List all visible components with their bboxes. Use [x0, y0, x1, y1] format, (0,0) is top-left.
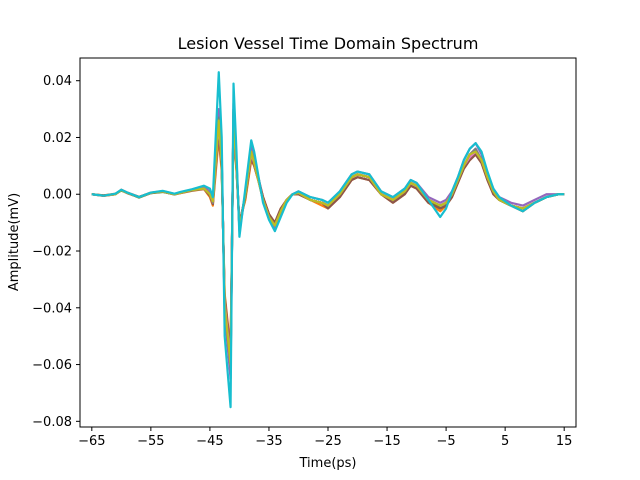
- x-tick-label: −35: [255, 434, 282, 449]
- y-tick-label: 0.04: [43, 74, 72, 89]
- y-tick-label: −0.04: [32, 301, 72, 316]
- x-axis-label: Time(ps): [299, 456, 357, 471]
- x-tick-label: −55: [137, 434, 164, 449]
- y-tick-label: 0.02: [43, 131, 72, 146]
- y-axis-label: Amplitude(mV): [7, 193, 22, 291]
- x-tick-label: 5: [501, 434, 509, 449]
- y-tick-label: 0.00: [43, 188, 72, 203]
- series-layer: [91, 71, 565, 409]
- chart-title: Lesion Vessel Time Domain Spectrum: [178, 34, 479, 53]
- x-tick-label: −5: [437, 434, 456, 449]
- x-tick-label: −65: [78, 434, 105, 449]
- x-tick-label: −45: [196, 434, 223, 449]
- y-tick-label: −0.08: [32, 415, 72, 430]
- x-tick-label: −15: [373, 434, 400, 449]
- y-tick-label: −0.06: [32, 358, 72, 373]
- y-tick-label: −0.02: [32, 245, 72, 260]
- x-axis: −65 −55 −45 −35 −25 −15 −5 5 15: [78, 427, 572, 449]
- x-tick-label: 15: [556, 434, 573, 449]
- x-tick-label: −25: [314, 434, 341, 449]
- y-axis: −0.08 −0.06 −0.04 −0.02 0.00 0.02 0.04: [32, 74, 80, 430]
- series-line-10: [91, 71, 565, 409]
